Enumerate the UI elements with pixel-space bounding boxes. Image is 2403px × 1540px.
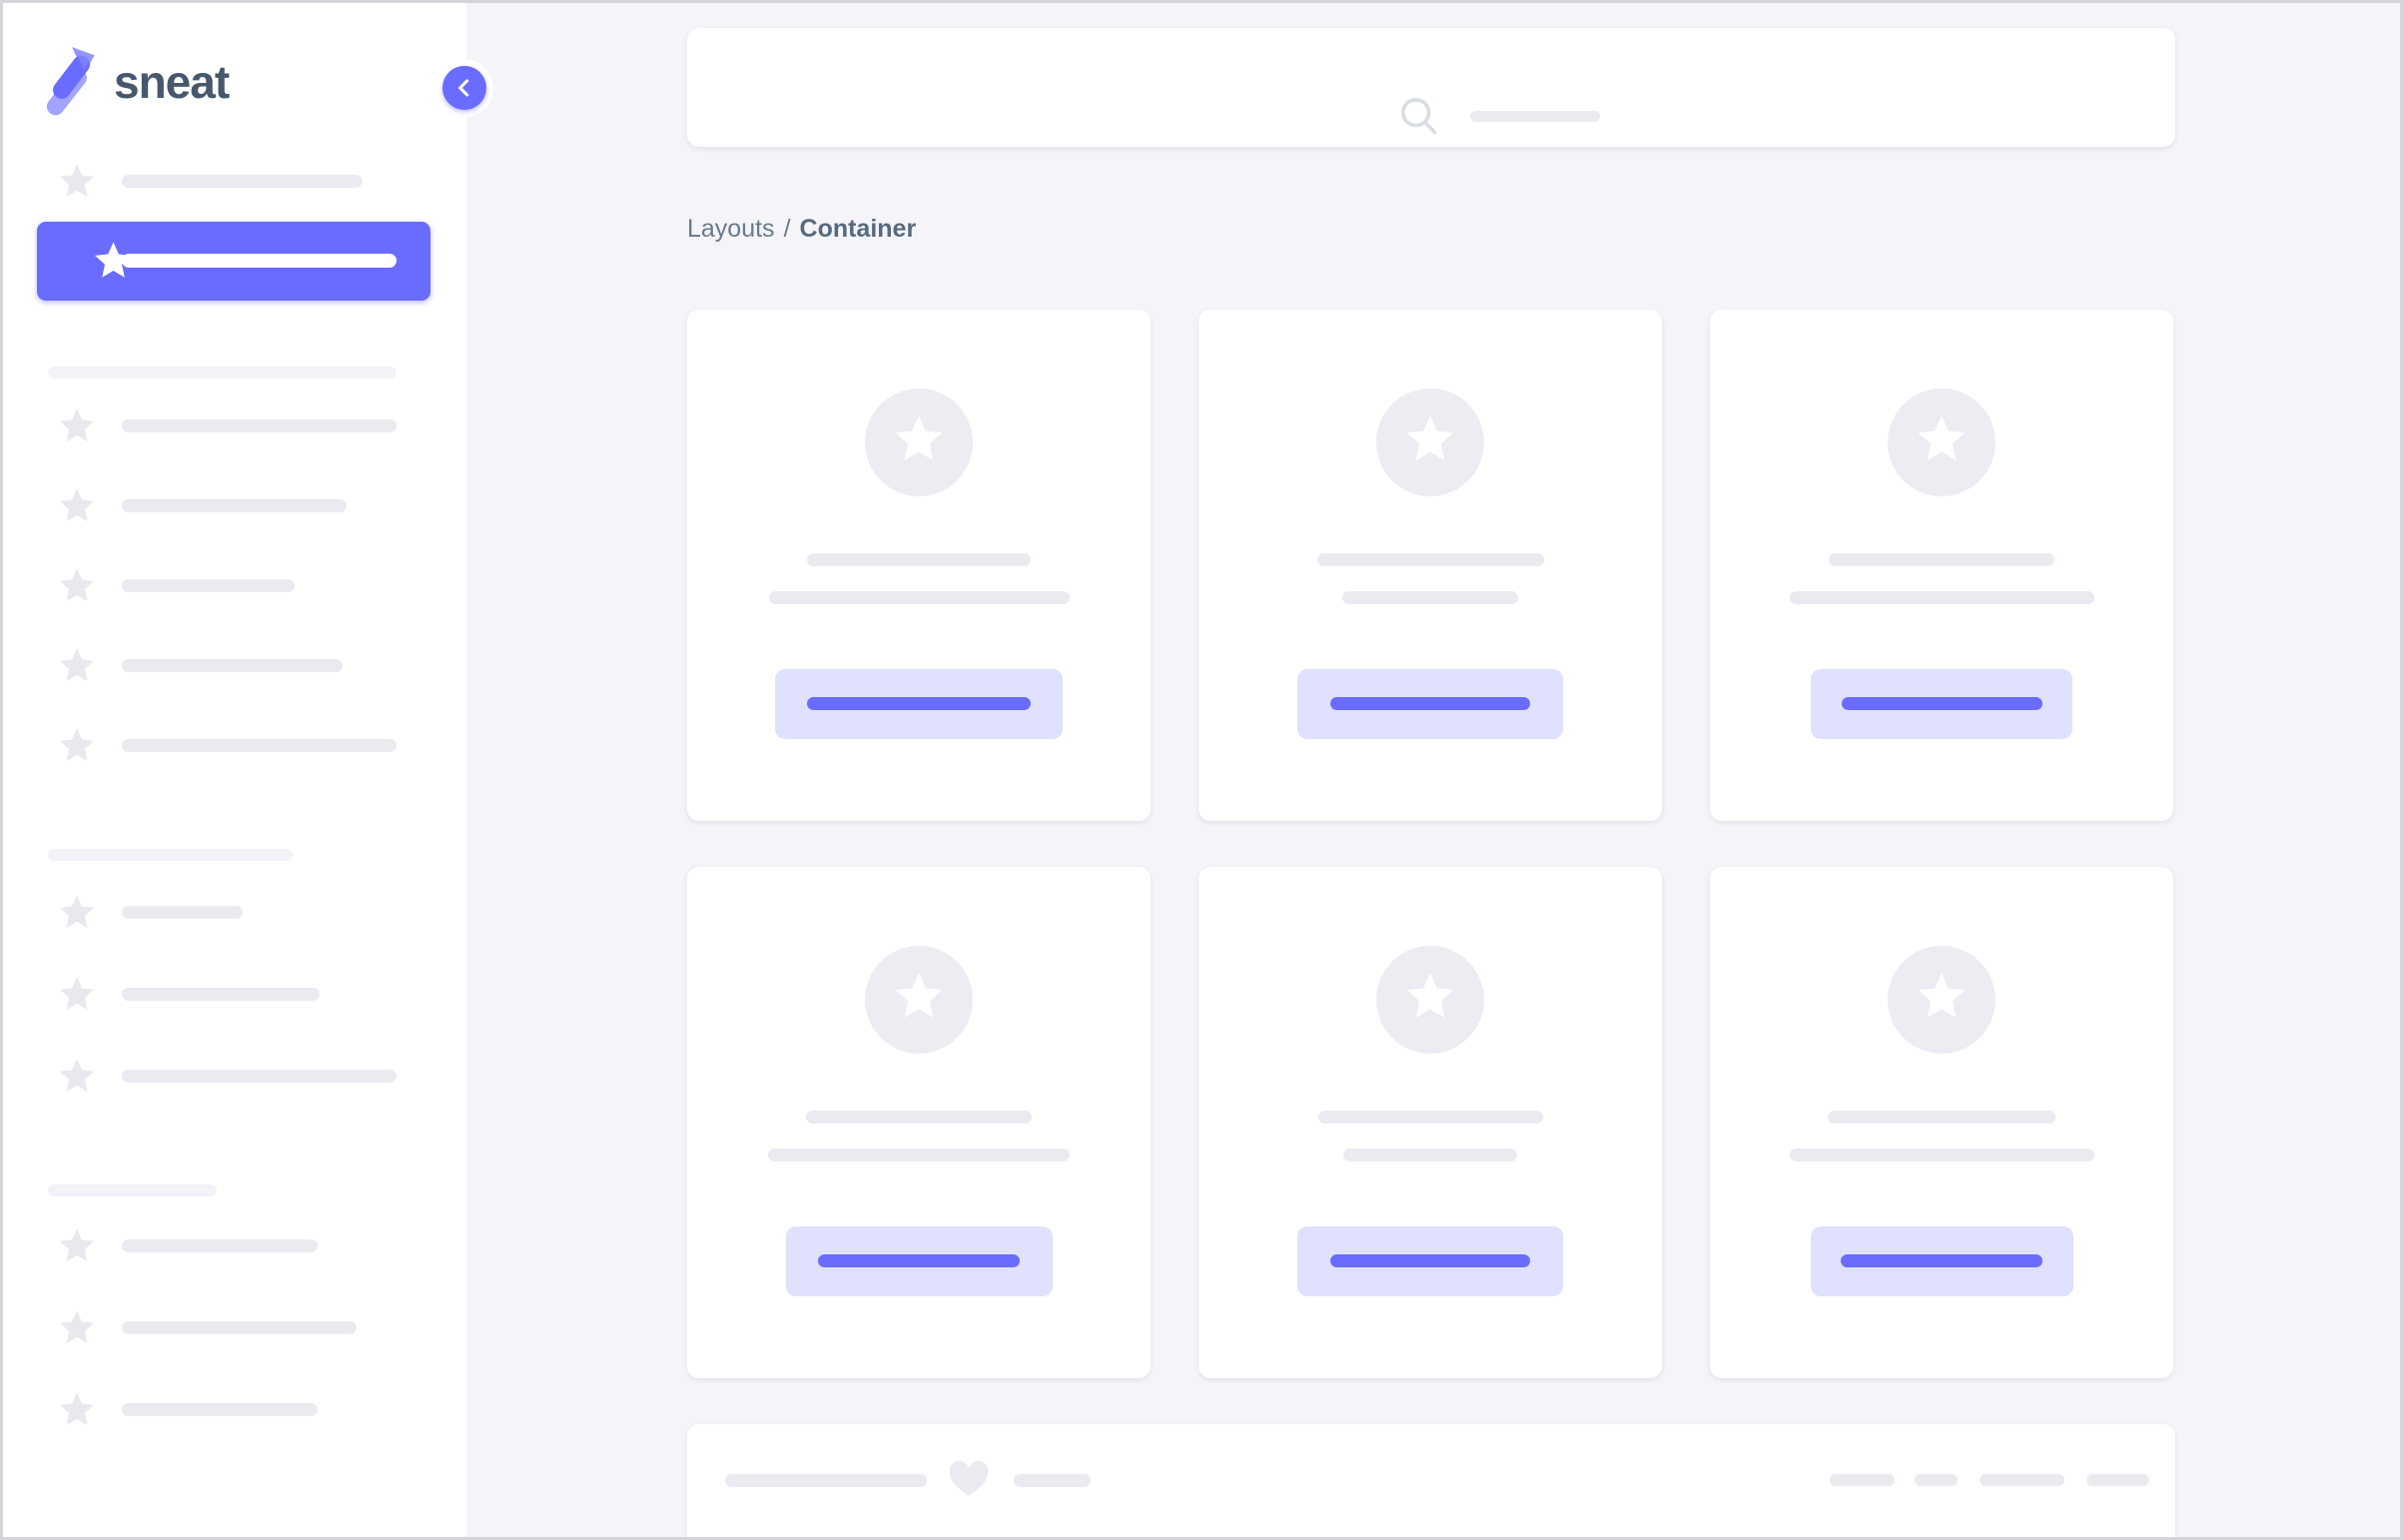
card-subtitle-skeleton xyxy=(1343,1149,1517,1161)
card-avatar xyxy=(865,946,973,1054)
menu-label-skeleton xyxy=(122,419,397,432)
star-icon xyxy=(58,728,96,765)
card-action-button[interactable] xyxy=(1810,1226,2073,1296)
star-icon xyxy=(893,972,945,1028)
pagination-dash-skeleton xyxy=(1980,1474,2064,1486)
star-icon xyxy=(1916,972,1968,1028)
star-icon xyxy=(58,1228,96,1265)
card-subtitle-skeleton xyxy=(768,591,1070,604)
button-label-skeleton xyxy=(1330,1254,1530,1267)
placeholder-card xyxy=(687,867,1151,1378)
sidebar: sneat xyxy=(0,0,466,1540)
search-input[interactable] xyxy=(1386,83,1646,149)
card-subtitle-skeleton xyxy=(1342,591,1518,604)
footer-card xyxy=(687,1424,2175,1540)
card-action-button[interactable] xyxy=(785,1226,1053,1296)
chevron-left-icon xyxy=(442,66,486,110)
placeholder-card xyxy=(1199,867,1662,1378)
breadcrumb: Layouts / Container xyxy=(687,212,916,246)
pagination-dash-skeleton xyxy=(2086,1474,2149,1486)
card-title-skeleton xyxy=(806,1111,1032,1124)
card-action-button[interactable] xyxy=(775,669,1063,739)
footer-text-skeleton xyxy=(725,1474,927,1487)
heart-icon[interactable] xyxy=(947,1458,991,1502)
menu-label-skeleton xyxy=(122,1403,318,1416)
menu-label-skeleton xyxy=(122,1239,318,1252)
placeholder-card xyxy=(1710,867,2173,1378)
brand-name: sneat xyxy=(114,56,230,108)
placeholder-card xyxy=(1199,310,1662,821)
placeholder-card xyxy=(687,310,1151,821)
search-icon xyxy=(1401,98,1437,135)
card-avatar xyxy=(865,388,973,496)
card-avatar xyxy=(1888,946,1996,1054)
menu-section-divider-skeleton xyxy=(48,1184,217,1196)
menu-label-skeleton xyxy=(122,254,397,268)
button-label-skeleton xyxy=(818,1254,1020,1267)
placeholder-card xyxy=(1710,310,2173,821)
card-subtitle-skeleton xyxy=(1789,1149,2094,1161)
card-action-button[interactable] xyxy=(1811,669,2072,739)
pagination-dash-skeleton xyxy=(1830,1474,1895,1486)
menu-label-skeleton xyxy=(122,988,320,1001)
card-title-skeleton xyxy=(1828,1111,2055,1124)
sidebar-item-active[interactable] xyxy=(37,222,430,301)
star-icon xyxy=(58,164,96,201)
menu-label-skeleton xyxy=(122,1070,397,1083)
card-title-skeleton xyxy=(1829,553,2054,566)
brand: sneat xyxy=(44,42,230,122)
star-icon xyxy=(58,1059,96,1096)
breadcrumb-separator: / xyxy=(783,215,791,243)
star-icon xyxy=(93,242,134,282)
card-subtitle-skeleton xyxy=(1789,591,2094,604)
star-icon xyxy=(1404,414,1456,470)
sidebar-collapse-button[interactable] xyxy=(435,59,493,117)
button-label-skeleton xyxy=(1841,697,2042,710)
footer-text-skeleton xyxy=(1014,1474,1091,1487)
star-icon xyxy=(58,648,96,685)
pagination-dash-skeleton xyxy=(1915,1474,1958,1486)
button-label-skeleton xyxy=(1841,1254,2042,1267)
search-bar-card xyxy=(687,28,2175,147)
menu-label-skeleton xyxy=(122,739,397,752)
card-action-button[interactable] xyxy=(1297,1226,1563,1296)
breadcrumb-link-layouts[interactable]: Layouts xyxy=(687,215,775,243)
card-title-skeleton xyxy=(807,553,1031,566)
star-icon xyxy=(1916,414,1968,470)
card-title-skeleton xyxy=(1317,1111,1543,1124)
menu-label-skeleton xyxy=(122,659,343,672)
sneat-logo-icon xyxy=(46,47,95,116)
star-icon xyxy=(58,488,96,525)
menu-label-skeleton xyxy=(122,499,347,512)
menu-label-skeleton xyxy=(122,175,363,188)
star-icon xyxy=(58,1392,96,1429)
menu-label-skeleton xyxy=(122,906,243,919)
star-icon xyxy=(58,895,96,932)
star-icon xyxy=(58,977,96,1014)
star-icon xyxy=(58,1310,96,1347)
menu-section-divider-skeleton xyxy=(48,367,397,379)
menu-section-divider-skeleton xyxy=(48,849,293,861)
menu-label-skeleton xyxy=(122,579,295,592)
breadcrumb-current-page: Container xyxy=(799,215,917,243)
card-action-button[interactable] xyxy=(1297,669,1563,739)
star-icon xyxy=(1404,972,1456,1028)
card-subtitle-skeleton xyxy=(768,1149,1070,1161)
card-avatar xyxy=(1888,388,1996,496)
star-icon xyxy=(893,414,945,470)
button-label-skeleton xyxy=(807,697,1031,710)
card-title-skeleton xyxy=(1316,553,1544,566)
card-avatar xyxy=(1376,388,1484,496)
button-label-skeleton xyxy=(1330,697,1530,710)
search-placeholder-skeleton xyxy=(1470,111,1600,122)
menu-label-skeleton xyxy=(122,1321,357,1334)
star-icon xyxy=(58,408,96,445)
card-avatar xyxy=(1376,946,1484,1054)
star-icon xyxy=(58,568,96,605)
